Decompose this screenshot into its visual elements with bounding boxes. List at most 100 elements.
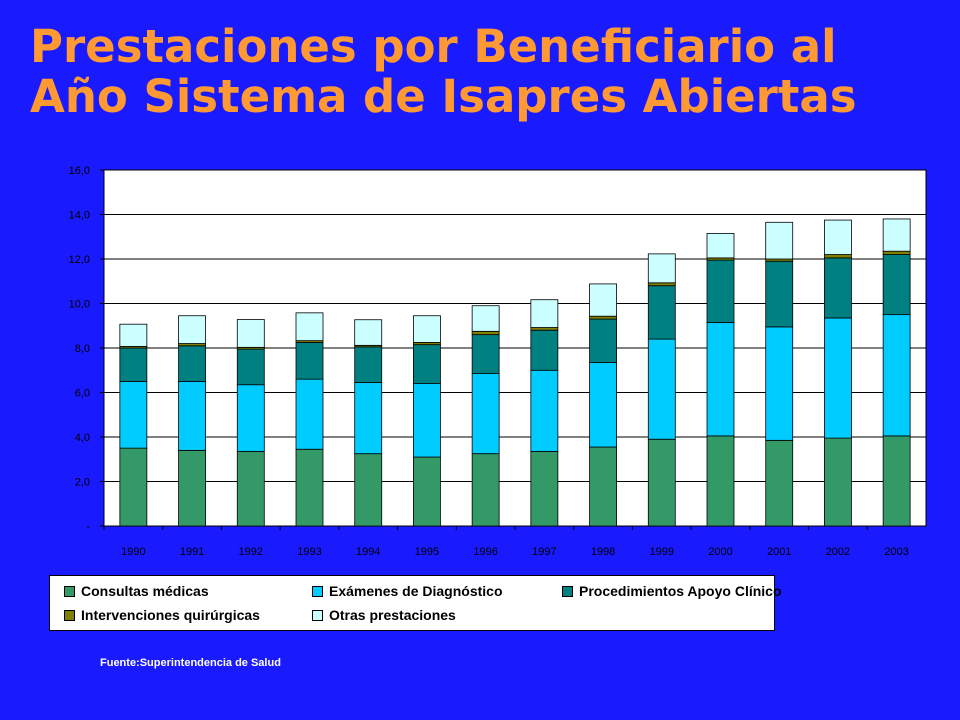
x-tick-label: 1999: [650, 546, 674, 558]
bar-segment: [471, 453, 500, 527]
bar-segment: [589, 362, 617, 448]
bar-segment: [765, 221, 794, 260]
bar-segment: [236, 348, 265, 386]
bar-segment: [413, 456, 441, 527]
bar-segment: [706, 233, 735, 259]
legend-swatch: [562, 585, 573, 597]
bar-segment: [354, 382, 383, 455]
x-tick-label: 1992: [239, 546, 263, 558]
bar-segment: [119, 347, 148, 382]
x-tick-label: 1994: [356, 546, 380, 558]
bar-segment: [295, 378, 324, 450]
bar-segment: [178, 380, 206, 451]
bar-segment: [413, 344, 441, 385]
bar-segment: [471, 373, 500, 455]
legend-item: Intervenciones quirúrgicas: [64, 607, 260, 623]
bar-segment: [706, 435, 735, 527]
x-tick-label: 2003: [884, 546, 908, 558]
page-title: Prestaciones por Beneficiario al Año Sis…: [30, 22, 930, 122]
bar-segment: [589, 283, 617, 317]
bar-segment: [589, 446, 617, 527]
legend-item: Procedimientos Apoyo Clínico: [562, 583, 782, 599]
bar-segment: [882, 254, 911, 316]
bar-segment: [530, 451, 559, 527]
legend-swatch: [312, 585, 323, 597]
bar-segment: [471, 305, 500, 332]
bar-segment: [882, 218, 911, 252]
y-tick-label: 2,0: [75, 477, 90, 489]
bar-segment: [882, 314, 911, 437]
bar-segment: [589, 318, 617, 363]
bar-segment: [236, 319, 265, 348]
y-tick-label: 10,0: [69, 299, 90, 311]
x-tick-label: 2000: [708, 546, 732, 558]
y-tick-label: 12,0: [69, 254, 90, 266]
bar-segment: [295, 448, 324, 527]
legend-label: Procedimientos Apoyo Clínico: [579, 583, 782, 599]
bar-segment: [530, 327, 559, 331]
x-tick-label: 1998: [591, 546, 615, 558]
legend-label: Otras prestaciones: [329, 607, 456, 623]
bar-segment: [471, 330, 500, 336]
bar-segment: [824, 317, 852, 439]
legend-item: Exámenes de Diagnóstico: [312, 583, 503, 599]
bar-segment: [647, 282, 676, 287]
title-line-2: Año Sistema de Isapres Abiertas: [30, 70, 857, 123]
x-tick-label: 1991: [180, 546, 204, 558]
bar-segment: [354, 346, 383, 383]
y-tick-label: 8,0: [75, 343, 90, 355]
legend-swatch: [64, 609, 75, 621]
bar-segment: [236, 384, 265, 452]
bar-segment: [471, 334, 500, 374]
bar-segment: [119, 323, 148, 347]
x-tick-label: 1990: [121, 546, 145, 558]
title-line-1: Prestaciones por Beneficiario al: [30, 20, 837, 73]
legend-item: Otras prestaciones: [312, 607, 456, 623]
bar-segment: [295, 312, 324, 342]
x-tick-label: 2002: [826, 546, 850, 558]
bar-segment: [119, 380, 148, 449]
bars: [119, 218, 911, 527]
bar-segment: [530, 329, 559, 371]
bar-segment: [647, 338, 676, 440]
bar-segment: [706, 322, 735, 437]
x-tick-label: 1995: [415, 546, 439, 558]
legend-label: Consultas médicas: [81, 583, 209, 599]
bar-segment: [354, 453, 383, 527]
bar-segment: [589, 315, 617, 320]
bar-segment: [236, 451, 265, 527]
source-note: Fuente:Superintendencia de Salud: [100, 657, 281, 669]
bar-segment: [178, 345, 206, 382]
x-tick-label: 2001: [767, 546, 791, 558]
bar-segment: [530, 299, 559, 328]
axes: - 2,0 4,0 6,0 8,0 10,0 12,0 14,0 16,0 1990 1991 199…: [69, 165, 909, 558]
legend-label: Intervenciones quirúrgicas: [81, 607, 260, 623]
bar-segment: [413, 383, 441, 458]
bar-segment: [647, 253, 676, 284]
bar-segment: [824, 254, 852, 259]
bar-segment: [765, 260, 794, 328]
bar-segment: [824, 219, 852, 255]
y-tick-label: 4,0: [75, 432, 90, 444]
y-tick-label: 6,0: [75, 388, 90, 400]
x-tick-label: 1996: [473, 546, 497, 558]
y-tick-label: 14,0: [69, 210, 90, 222]
chart-legend: Consultas médicas Exámenes de Diagnóstico…: [49, 575, 782, 631]
legend-item: Consultas médicas: [64, 583, 209, 599]
bar-segment: [413, 315, 441, 343]
bar-segment: [765, 326, 794, 441]
bar-segment: [178, 449, 206, 527]
y-tick-label: 16,0: [69, 165, 90, 177]
bar-segment: [178, 315, 206, 344]
y-tick-label: -: [86, 521, 90, 533]
bar-segment: [706, 259, 735, 323]
x-tick-label: 1997: [532, 546, 556, 558]
legend-swatch: [312, 609, 323, 621]
legend-label: Exámenes de Diagnóstico: [329, 583, 503, 599]
bar-segment: [295, 342, 324, 380]
x-tick-label: 1993: [297, 546, 321, 558]
bar-segment: [882, 435, 911, 527]
bar-segment: [765, 439, 794, 527]
bar-segment: [354, 319, 383, 346]
